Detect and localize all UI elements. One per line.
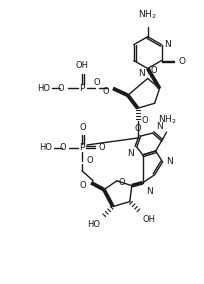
Text: O: O	[134, 124, 141, 133]
Text: O: O	[119, 178, 125, 187]
Text: N: N	[127, 149, 134, 158]
Text: O: O	[80, 181, 86, 190]
Text: OH: OH	[76, 62, 89, 70]
Text: N: N	[138, 70, 145, 78]
Text: N: N	[166, 157, 173, 166]
Text: O: O	[142, 116, 148, 125]
Text: OH: OH	[143, 216, 156, 224]
Text: O: O	[178, 57, 185, 66]
Text: O: O	[58, 84, 64, 93]
Text: O: O	[94, 78, 100, 87]
Text: O: O	[151, 66, 157, 76]
Text: P: P	[79, 84, 85, 93]
Text: HO: HO	[87, 220, 100, 229]
Text: NH$_2$: NH$_2$	[138, 8, 157, 21]
Text: N: N	[165, 40, 171, 49]
Text: P: P	[79, 143, 85, 153]
Text: O: O	[60, 143, 66, 153]
Text: N: N	[156, 122, 162, 131]
Text: O: O	[86, 156, 93, 165]
Text: N: N	[146, 187, 152, 196]
Text: O: O	[102, 87, 109, 96]
Text: O: O	[80, 123, 86, 132]
Text: HO: HO	[39, 143, 52, 153]
Text: O: O	[98, 143, 105, 153]
Text: NH$_2$: NH$_2$	[158, 114, 177, 126]
Text: HO: HO	[37, 84, 50, 93]
